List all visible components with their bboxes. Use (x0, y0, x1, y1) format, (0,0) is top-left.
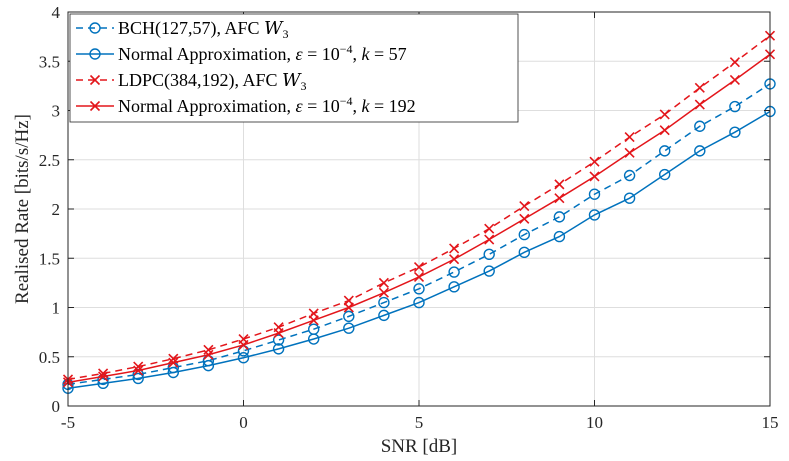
data-point (589, 171, 600, 182)
legend-entry: LDPC(384,192), AFC W3 (76, 70, 307, 93)
y-tick-label: 3 (52, 102, 61, 121)
data-point (413, 296, 425, 309)
data-point (729, 126, 741, 138)
data-point (449, 243, 460, 254)
y-tick-label: 4 (52, 3, 61, 22)
data-point (308, 315, 319, 326)
series-2 (62, 105, 776, 394)
data-point (378, 277, 389, 288)
legend-entry: BCH(127,57), AFC W3 (76, 18, 289, 41)
x-tick-label: 10 (586, 413, 603, 432)
y-axis-label: Realised Rate [bits/s/Hz] (12, 114, 33, 304)
x-tick-label: 0 (239, 413, 248, 432)
data-point (133, 365, 144, 376)
legend-label: LDPC(384,192), AFC W3 (118, 70, 307, 93)
data-point (553, 211, 566, 223)
data-point (659, 145, 671, 157)
series-layer (62, 30, 776, 394)
legend-marker (89, 100, 101, 112)
data-point (588, 209, 601, 221)
data-point (378, 296, 390, 309)
data-point (448, 281, 460, 293)
data-point (167, 366, 180, 379)
data-point (729, 74, 740, 86)
data-point (623, 169, 636, 182)
data-point (413, 271, 425, 283)
data-point (378, 309, 390, 322)
data-point (343, 302, 354, 313)
data-point (659, 168, 671, 181)
data-point (554, 193, 565, 204)
data-point (132, 372, 144, 385)
y-tick-label: 1 (52, 299, 61, 318)
data-point (272, 343, 285, 355)
data-point (413, 262, 425, 273)
data-point (484, 223, 495, 234)
data-point (272, 334, 285, 346)
legend-marker (89, 74, 101, 86)
data-point (308, 333, 320, 345)
legend-label: Normal Approximation, ε = 10−4, k = 192 (118, 94, 416, 116)
y-tick-label: 0 (52, 397, 61, 416)
data-point (273, 328, 284, 339)
data-point (553, 230, 566, 243)
x-tick-label: -5 (61, 413, 75, 432)
data-point (97, 377, 109, 390)
data-point (519, 213, 530, 224)
legend-marker (89, 48, 101, 60)
y-tick-label: 1.5 (39, 249, 60, 268)
data-point (378, 287, 389, 298)
x-tick-label: 5 (415, 413, 424, 432)
y-tick-label: 2 (52, 200, 61, 219)
data-point (203, 349, 214, 360)
data-point (518, 246, 530, 259)
data-point (624, 132, 635, 143)
y-tick-label: 2.5 (39, 151, 60, 170)
data-point (694, 145, 706, 157)
x-axis-label: SNR [dB] (381, 436, 458, 457)
x-tick-label: 15 (762, 413, 779, 432)
data-point (588, 188, 601, 200)
series-line (67, 110, 771, 390)
y-tick-label: 0.5 (39, 348, 60, 367)
data-point (729, 57, 740, 68)
legend-label: BCH(127,57), AFC W3 (118, 18, 289, 41)
data-point (483, 265, 495, 277)
data-point (694, 99, 705, 110)
y-tick-label: 3.5 (39, 52, 60, 71)
data-point (237, 352, 250, 364)
data-point (659, 109, 670, 120)
data-point (589, 156, 600, 167)
data-point (483, 248, 495, 261)
data-point (659, 125, 670, 136)
data-point (518, 228, 530, 241)
data-point (448, 266, 460, 278)
data-point (98, 371, 109, 382)
data-point (554, 179, 565, 190)
data-point (449, 254, 460, 265)
series-line (67, 83, 771, 386)
data-point (343, 322, 355, 334)
legend-box (69, 13, 519, 123)
data-point (413, 283, 425, 295)
series-4 (62, 49, 776, 388)
data-point (729, 100, 741, 113)
legend-marker (89, 22, 101, 34)
data-point (694, 120, 706, 132)
data-point (343, 310, 355, 323)
data-point (519, 200, 530, 212)
data-point (623, 192, 636, 204)
data-point (238, 339, 249, 350)
legend-label: Normal Approximation, ε = 10−4, k = 57 (118, 42, 407, 64)
data-point (168, 357, 179, 368)
data-point (624, 147, 635, 158)
legend-entry: Normal Approximation, ε = 10−4, k = 192 (76, 94, 416, 116)
data-point (484, 234, 495, 245)
data-point (202, 359, 215, 372)
data-point (694, 82, 705, 93)
legend-entry: Normal Approximation, ε = 10−4, k = 57 (76, 42, 407, 64)
